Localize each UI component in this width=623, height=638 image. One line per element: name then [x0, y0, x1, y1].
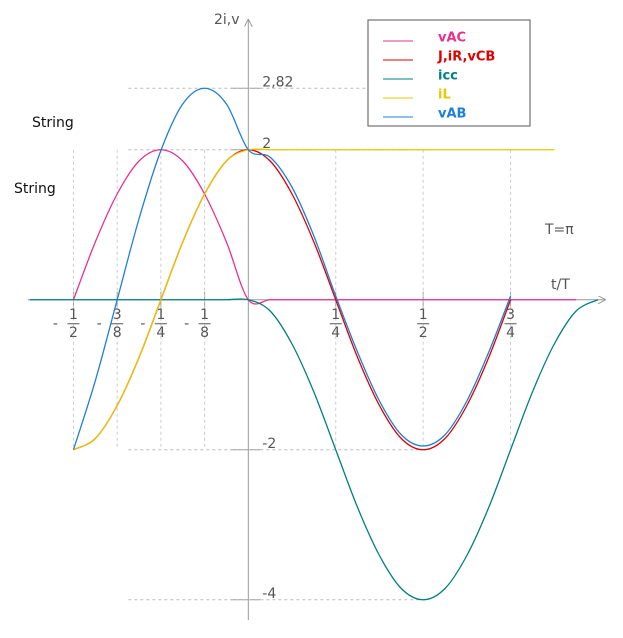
x-tick-label: -1/2 — [53, 307, 78, 341]
x-tick-label: -1/8 — [184, 307, 209, 341]
series-line — [73, 148, 555, 451]
y-tick-label: 2 — [262, 136, 271, 152]
legend-label: vAC — [438, 31, 466, 46]
y-tick-label: -4 — [262, 586, 276, 602]
annotation: String — [32, 115, 74, 131]
annotation: T=π — [544, 222, 574, 238]
x-tick-label-group: -3/8 — [97, 307, 124, 341]
x-tick-label-group: -1/2 — [53, 307, 80, 341]
x-tick-label-group: 3/4 — [504, 307, 517, 341]
x-axis-label: t/T — [551, 277, 570, 293]
y-tick-label: -2 — [262, 436, 276, 452]
x-tick-label-group: -1/4 — [140, 307, 167, 341]
legend-box — [367, 19, 531, 127]
legend-label: icc — [438, 69, 458, 84]
x-tick-label: 3/4 — [506, 307, 515, 341]
y-axis-label: 2i,v — [214, 12, 240, 28]
series-line — [72, 149, 577, 305]
x-tick-label: -3/8 — [97, 307, 122, 341]
legend-label: vAB — [438, 107, 466, 122]
y-tick-label: 2,82 — [262, 74, 293, 90]
x-tick-label: 1/4 — [331, 307, 340, 341]
series-line — [29, 298, 599, 601]
legend-label: iL — [438, 88, 451, 103]
annotation: String — [14, 181, 56, 197]
x-tick-label: 1/2 — [419, 307, 428, 341]
x-tick-label-group: 1/4 — [329, 307, 342, 341]
x-tick-label-group: 1/2 — [417, 307, 430, 341]
x-tick-label-group: -1/8 — [184, 307, 211, 341]
series-line — [72, 87, 512, 450]
x-tick-label: -1/4 — [140, 307, 165, 341]
legend-label: J,iR,vCB — [437, 50, 495, 65]
